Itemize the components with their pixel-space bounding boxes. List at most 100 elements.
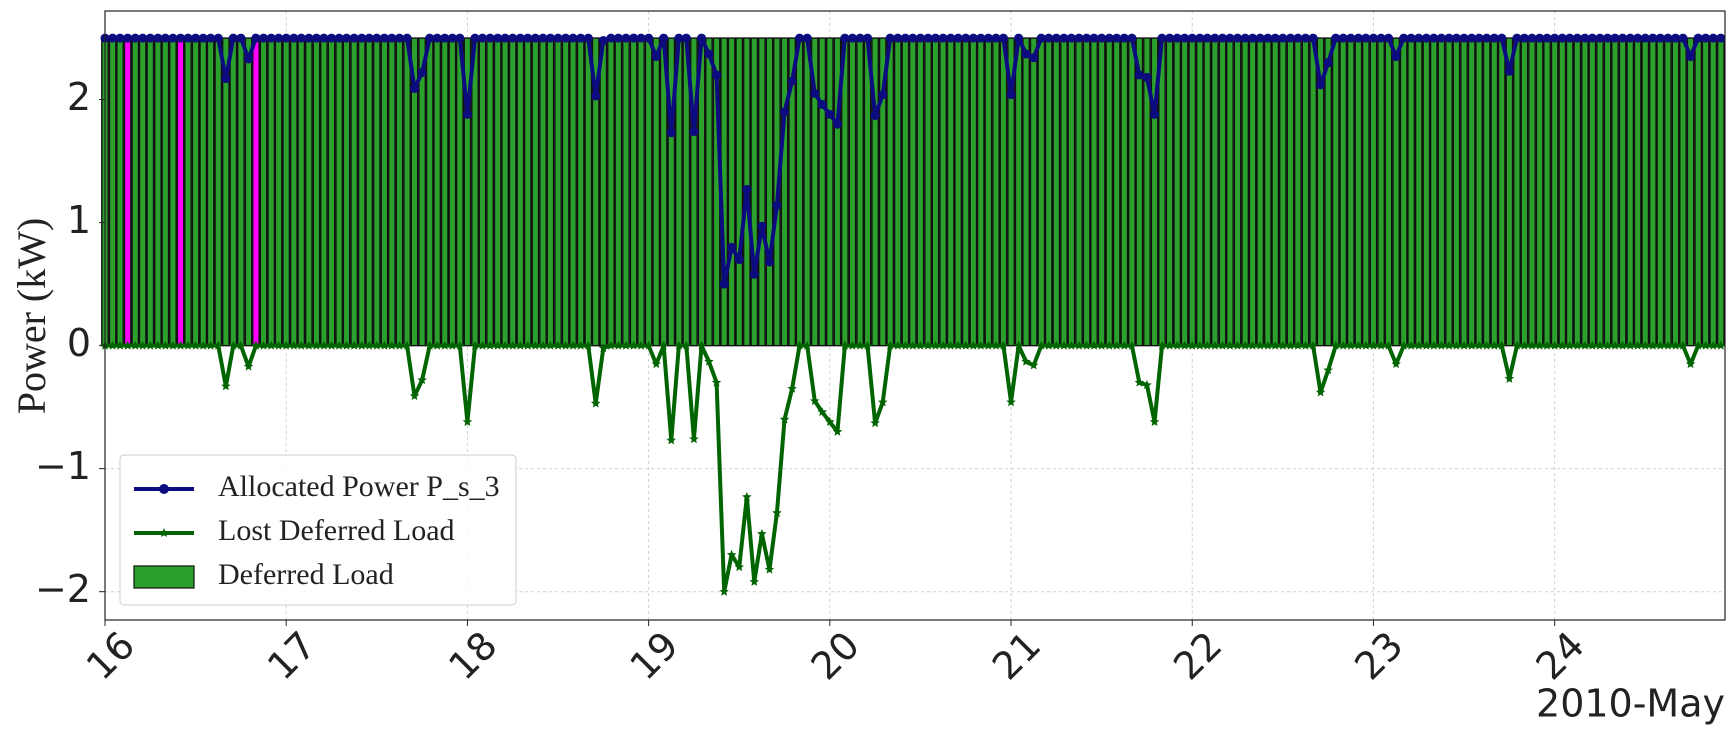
marker	[311, 340, 322, 350]
marker	[122, 340, 133, 350]
bar	[1029, 37, 1038, 347]
marker	[847, 340, 858, 350]
marker	[810, 88, 820, 98]
bar	[1263, 37, 1272, 347]
bar	[486, 37, 494, 347]
marker	[1044, 33, 1054, 43]
bar	[931, 37, 940, 347]
marker	[1301, 33, 1311, 43]
bar	[1180, 37, 1189, 347]
marker	[697, 33, 707, 43]
marker	[1557, 340, 1567, 350]
marker	[1572, 33, 1582, 43]
marker	[1338, 340, 1348, 350]
marker	[379, 33, 389, 43]
x-tick-label: 17	[259, 623, 324, 688]
marker	[1549, 340, 1560, 350]
bar	[1399, 37, 1408, 347]
marker	[908, 33, 918, 43]
bar	[1248, 37, 1257, 347]
marker	[1414, 33, 1424, 43]
marker	[1165, 33, 1175, 43]
marker	[1399, 340, 1409, 350]
marker	[621, 33, 631, 43]
bar	[1701, 37, 1710, 347]
marker	[840, 33, 850, 43]
marker	[1376, 340, 1386, 350]
marker	[123, 33, 133, 43]
marker	[191, 33, 201, 43]
bar	[1165, 37, 1174, 347]
marker	[1323, 365, 1333, 375]
bar	[1112, 37, 1121, 347]
marker	[349, 340, 359, 350]
marker	[591, 91, 601, 101]
marker	[998, 340, 1009, 350]
y-tick-label: −2	[35, 567, 91, 611]
marker	[1308, 33, 1318, 43]
y-axis-label: Power (kW)	[9, 218, 54, 415]
marker	[1157, 340, 1167, 350]
marker	[327, 33, 337, 43]
marker	[817, 100, 827, 110]
legend-marker	[159, 484, 169, 494]
bar	[607, 37, 615, 347]
marker	[1610, 33, 1620, 43]
marker	[651, 52, 661, 62]
marker	[1519, 33, 1529, 43]
marker	[1308, 340, 1318, 350]
marker	[1036, 340, 1047, 350]
marker	[1331, 33, 1341, 43]
bar	[229, 37, 238, 347]
marker	[568, 33, 578, 43]
bar	[1716, 37, 1725, 347]
marker	[885, 340, 895, 350]
marker	[1489, 340, 1500, 350]
marker	[1436, 340, 1447, 350]
bar	[1520, 37, 1529, 347]
y-tick-label: −1	[35, 444, 91, 488]
marker	[598, 343, 609, 353]
marker	[1459, 340, 1469, 350]
bar	[999, 37, 1008, 347]
marker	[855, 340, 865, 350]
marker	[1248, 33, 1258, 43]
marker	[575, 340, 586, 350]
marker	[870, 418, 880, 428]
bar	[448, 37, 457, 347]
marker	[1414, 340, 1424, 350]
marker	[1247, 340, 1258, 350]
marker	[976, 33, 986, 43]
bar	[274, 37, 283, 347]
marker	[1512, 340, 1522, 350]
marker	[606, 340, 616, 350]
marker	[825, 109, 835, 119]
marker	[221, 74, 231, 84]
bar	[622, 37, 630, 347]
marker	[1602, 340, 1613, 350]
bar	[1550, 37, 1559, 347]
marker	[364, 33, 374, 43]
marker	[1293, 340, 1303, 350]
bar	[1188, 37, 1197, 347]
bar	[1641, 37, 1650, 347]
marker	[1195, 340, 1205, 350]
marker	[1625, 340, 1635, 350]
marker	[402, 340, 412, 350]
marker	[968, 340, 979, 350]
marker	[153, 340, 163, 350]
marker	[613, 33, 623, 43]
bar	[1528, 37, 1536, 347]
marker	[1474, 33, 1484, 43]
marker	[1172, 33, 1182, 43]
marker	[1081, 340, 1092, 350]
marker	[266, 33, 276, 43]
bar	[350, 37, 359, 347]
marker	[832, 119, 842, 129]
bar	[365, 37, 374, 347]
marker	[273, 340, 284, 350]
marker	[1331, 340, 1341, 350]
marker	[711, 377, 722, 387]
bar	[1573, 37, 1582, 347]
marker	[1134, 377, 1145, 387]
